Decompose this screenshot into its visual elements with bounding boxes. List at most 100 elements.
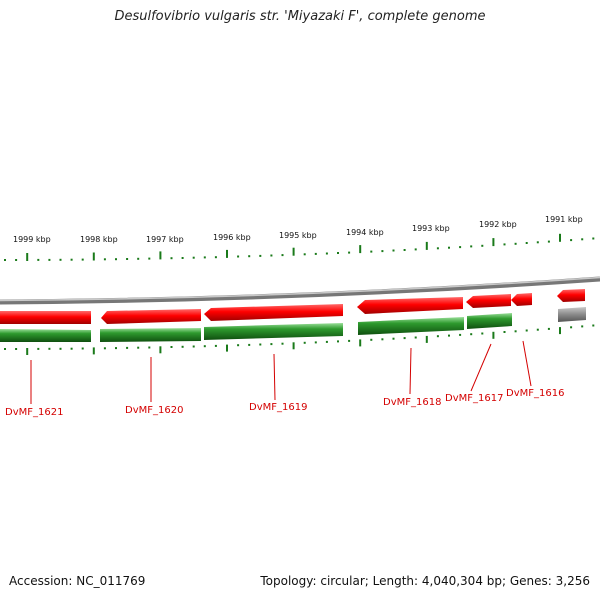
upper-scale-tick bbox=[37, 258, 40, 261]
lower-scale-tick bbox=[259, 343, 262, 346]
upper-scale-tick bbox=[170, 257, 173, 260]
upper-scale-tick bbox=[425, 241, 428, 250]
lower-scale-tick bbox=[281, 342, 284, 345]
upper-scale-tick bbox=[503, 243, 506, 246]
lower-scale-tick bbox=[470, 333, 473, 336]
gene-label-DvMF_1619[interactable]: DvMF_1619 bbox=[249, 402, 307, 413]
lower-scale-tick bbox=[159, 346, 162, 354]
lower-scale-tick bbox=[214, 344, 217, 347]
upper-scale-tick bbox=[281, 254, 284, 257]
lower-scale-tick bbox=[26, 348, 29, 355]
lower-scale-tick bbox=[181, 345, 184, 348]
gene-label-DvMF_1616[interactable]: DvMF_1616 bbox=[506, 388, 564, 399]
lower-scale-tick bbox=[192, 345, 195, 348]
lower-scale-tick bbox=[81, 347, 84, 350]
upper-scale-tick bbox=[559, 233, 561, 242]
cds-DvMF_1621[interactable] bbox=[0, 329, 91, 342]
lower-scale-tick bbox=[525, 329, 528, 332]
cds-DvMF_1618[interactable] bbox=[358, 317, 464, 335]
gene-arrow-DvMF_1617[interactable] bbox=[466, 294, 511, 308]
upper-scale-tick bbox=[337, 252, 339, 254]
lower-scale-tick bbox=[314, 341, 317, 344]
upper-scale-tick bbox=[514, 242, 517, 245]
gene-arrow-DvMF_1619[interactable] bbox=[204, 304, 343, 321]
upper-scale-tick bbox=[536, 241, 539, 244]
lower-scale-tick bbox=[459, 333, 462, 336]
scale-label-1992: 1992 kbp bbox=[479, 220, 517, 229]
scale-label-1997: 1997 kbp bbox=[146, 235, 184, 244]
lower-scale-tick bbox=[337, 340, 339, 343]
lower-scale-tick bbox=[170, 346, 173, 348]
lower-scale-tick bbox=[392, 337, 395, 340]
gene-arrow-DvMF_1620[interactable] bbox=[101, 309, 201, 324]
lower-scale-tick bbox=[514, 330, 517, 333]
upper-scale-tick bbox=[226, 249, 228, 258]
gene-label-DvMF_1620[interactable]: DvMF_1620 bbox=[125, 405, 183, 416]
lower-scale-tick bbox=[137, 346, 140, 349]
upper-scale-tick bbox=[403, 249, 406, 251]
lower-scale-tick bbox=[481, 332, 484, 335]
lower-scale-tick bbox=[4, 348, 6, 350]
upper-scale-tick bbox=[126, 258, 129, 260]
gene-arrow-DvMF_1616[interactable] bbox=[511, 293, 532, 306]
upper-scale-tick bbox=[525, 242, 528, 244]
gene-label-DvMF_1621[interactable]: DvMF_1621 bbox=[5, 407, 63, 418]
lower-scale-tick bbox=[559, 327, 561, 335]
upper-scale-tick bbox=[270, 254, 273, 257]
lower-scale-tick bbox=[248, 343, 251, 346]
lower-scale-tick bbox=[226, 344, 228, 352]
upper-scale-tick bbox=[15, 259, 18, 261]
lower-scale-tick bbox=[448, 334, 450, 337]
upper-scale-tick bbox=[137, 257, 140, 260]
genome-summary: Topology: circular; Length: 4,040,304 bp… bbox=[260, 574, 590, 588]
upper-scale-tick bbox=[159, 251, 162, 260]
upper-scale-tick bbox=[292, 247, 295, 256]
lower-scale-tick bbox=[292, 342, 295, 350]
lower-scale-tick bbox=[126, 346, 129, 349]
scale-label-1996: 1996 kbp bbox=[213, 233, 251, 242]
lower-scale-tick bbox=[436, 335, 439, 338]
lower-scale-tick bbox=[547, 327, 550, 330]
upper-scale-tick bbox=[214, 256, 217, 259]
scale-label-1998: 1998 kbp bbox=[80, 235, 118, 244]
genome-backbone bbox=[0, 276, 600, 305]
gene-arrow-partial[interactable] bbox=[557, 289, 585, 302]
upper-scale-tick bbox=[414, 248, 417, 251]
upper-scale-tick bbox=[115, 258, 117, 261]
upper-scale-tick bbox=[381, 250, 384, 253]
lower-scale-tick bbox=[581, 325, 584, 328]
upper-scale-tick bbox=[359, 245, 362, 254]
lower-scale-tick bbox=[48, 347, 51, 350]
genome-title: Desulfovibrio vulgaris str. 'Miyazaki F'… bbox=[114, 9, 486, 24]
upper-scale-tick bbox=[48, 258, 51, 261]
lower-scale-tick bbox=[403, 337, 406, 340]
lower-scale bbox=[4, 324, 595, 355]
gene-label-DvMF_1617[interactable]: DvMF_1617 bbox=[445, 393, 503, 404]
upper-scale-tick bbox=[237, 255, 240, 258]
cds-pseudogene[interactable] bbox=[558, 307, 586, 322]
lower-scale-tick bbox=[536, 328, 539, 331]
upper-scale-tick bbox=[103, 258, 106, 261]
lower-scale-tick bbox=[303, 341, 306, 344]
cds-DvMF_1619[interactable] bbox=[204, 323, 343, 340]
upper-scale-tick bbox=[470, 245, 473, 248]
lower-scale-tick bbox=[15, 348, 18, 350]
label-leaders bbox=[30, 340, 532, 404]
lower-scale-tick bbox=[203, 345, 206, 348]
upper-scale-tick bbox=[570, 239, 573, 242]
upper-scale-tick bbox=[192, 256, 195, 259]
lower-scale-tick bbox=[59, 347, 62, 350]
cds-DvMF_1617[interactable] bbox=[467, 313, 512, 329]
lower-scale-tick bbox=[359, 339, 362, 347]
gene-arrow-DvMF_1621[interactable] bbox=[0, 311, 91, 324]
upper-scale-tick bbox=[4, 259, 6, 261]
upper-scale-tick bbox=[492, 238, 495, 247]
gene-label-DvMF_1618[interactable]: DvMF_1618 bbox=[383, 397, 441, 408]
lower-scale-tick bbox=[370, 338, 373, 341]
cds-DvMF_1620[interactable] bbox=[100, 328, 201, 342]
upper-scale: 1999 kbp 1998 kbp 1997 kbp 1996 kbp 1995… bbox=[4, 215, 595, 261]
gene-arrow-DvMF_1618[interactable] bbox=[357, 297, 463, 314]
cds-strand bbox=[0, 307, 586, 342]
scale-label-1993: 1993 kbp bbox=[412, 224, 450, 233]
